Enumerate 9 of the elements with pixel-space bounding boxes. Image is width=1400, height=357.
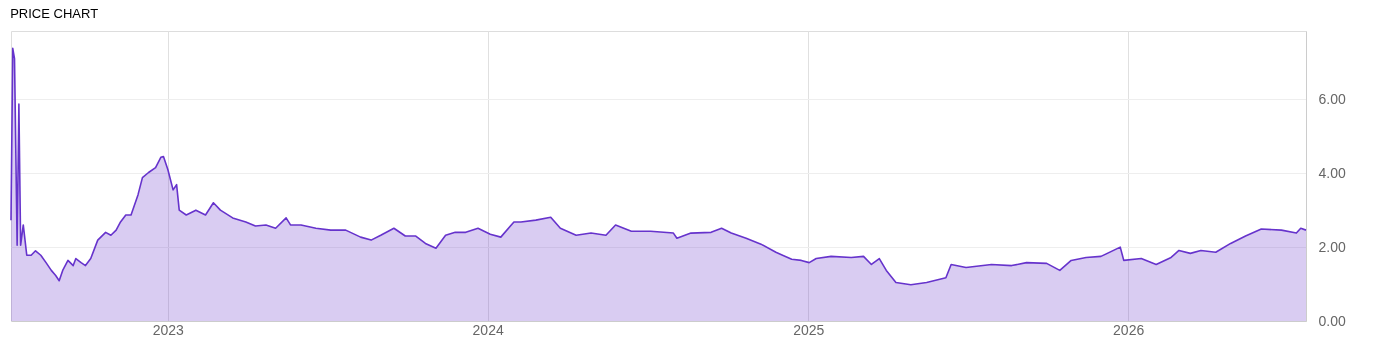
y-tick-label: 0.00 bbox=[1318, 312, 1346, 329]
x-tick-label: 2024 bbox=[472, 321, 504, 338]
y-tick-label: 2.00 bbox=[1318, 238, 1346, 255]
x-tick-label: 2025 bbox=[793, 321, 825, 338]
chart-title: PRICE CHART bbox=[10, 6, 99, 21]
y-tick-label: 4.00 bbox=[1318, 164, 1346, 181]
y-tick-label: 6.00 bbox=[1318, 90, 1346, 107]
x-tick-label: 2026 bbox=[1113, 321, 1145, 338]
x-tick-label: 2023 bbox=[152, 321, 185, 338]
